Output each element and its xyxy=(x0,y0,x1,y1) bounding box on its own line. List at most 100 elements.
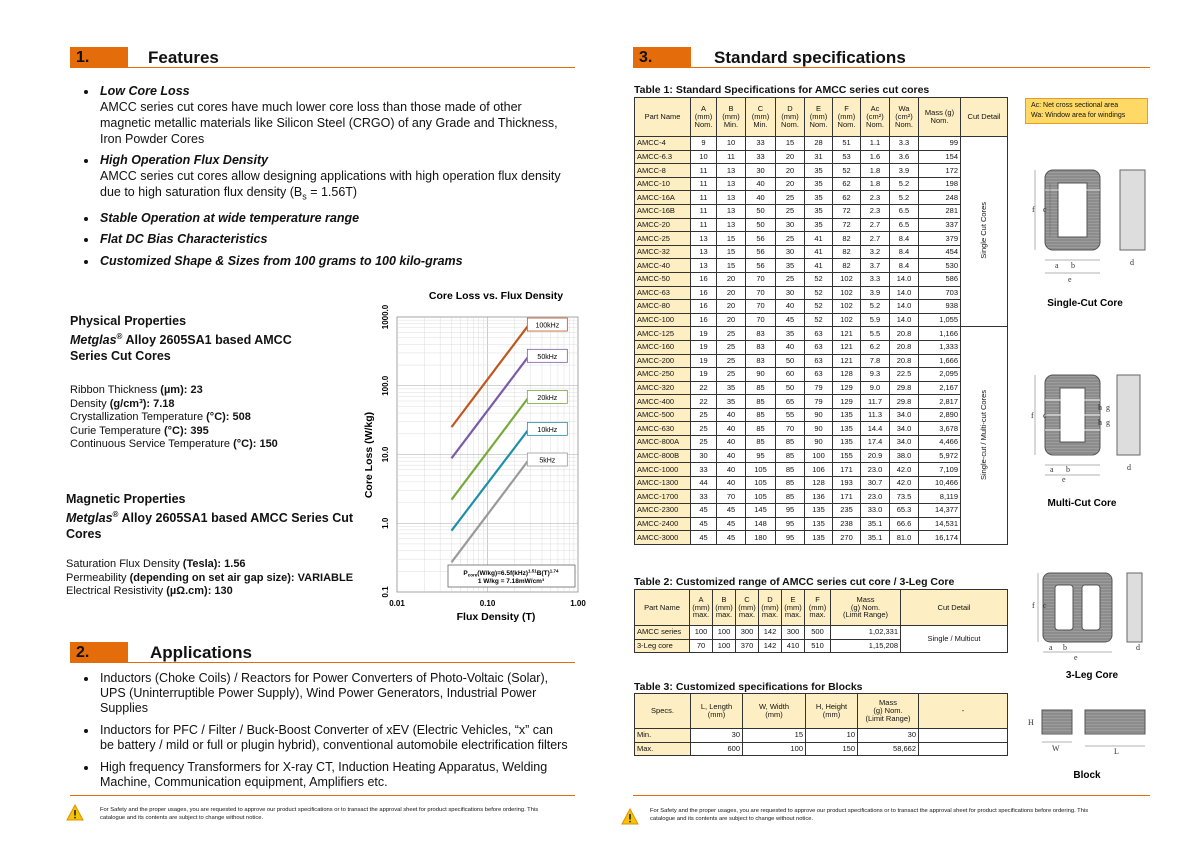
part-name: AMCC-16B xyxy=(634,203,691,219)
cell: 142 xyxy=(758,638,782,654)
cell: 85 xyxy=(775,448,805,464)
part-name: AMCC-160 xyxy=(634,339,691,355)
cell: 95 xyxy=(775,530,805,545)
header-text: E xyxy=(815,104,821,114)
header-cell: C (mm) Min. xyxy=(745,97,776,137)
empty-cell xyxy=(918,741,1008,757)
dimension-label: g xyxy=(1106,418,1110,427)
cell: 135 xyxy=(832,421,861,437)
header-cell: W, Width (mm) xyxy=(742,693,806,729)
part-name: AMCC-1300 xyxy=(634,475,691,491)
cell: 40 xyxy=(716,421,746,437)
part-name: AMCC series xyxy=(634,625,690,640)
formula-exponent: 1.51 xyxy=(528,569,537,574)
part-name: AMCC-200 xyxy=(634,353,691,369)
part-name: AMCC-630 xyxy=(634,421,691,437)
cell: 15 xyxy=(716,244,746,260)
cell: 135 xyxy=(804,503,833,518)
cell: 22 xyxy=(690,394,717,409)
cell: 235 xyxy=(832,503,861,518)
header-text: (mm) xyxy=(692,602,710,612)
series-line xyxy=(450,395,531,501)
application-item: Inductors (Choke Coils) / Reactors for P… xyxy=(98,671,570,716)
part-name: AMCC-10 xyxy=(634,176,691,192)
cell: 30 xyxy=(690,448,717,464)
cell: 41 xyxy=(804,231,833,246)
cell: 33 xyxy=(690,489,717,505)
table-row: AMCC-2400 45 45 148 95 135 238 35.1 66.6 14,531 xyxy=(634,516,1008,532)
cell: 33.0 xyxy=(860,503,890,518)
dimension-label: b xyxy=(1063,643,1067,652)
property-list: Saturation Flux Density (Tesla): 1.56 Per… xyxy=(66,558,358,599)
registered-mark: ® xyxy=(112,510,119,519)
cell: 79 xyxy=(804,380,833,396)
header-text: (mm) xyxy=(781,112,799,122)
cell: 5,972 xyxy=(918,448,961,464)
cell: 50 xyxy=(745,217,776,233)
table-row: AMCC-50 16 20 70 25 52 102 3.3 14.0 586 xyxy=(634,271,1008,287)
cell: 40 xyxy=(716,435,746,450)
cell: 95 xyxy=(775,503,805,518)
property-value: (µm): 23 xyxy=(160,384,203,397)
cell: 14.0 xyxy=(889,271,919,287)
cell: 454 xyxy=(918,244,961,260)
table-row: AMCC-20 11 13 50 30 35 72 2.7 6.5 337 xyxy=(634,217,1008,233)
cell: 8.4 xyxy=(889,231,919,246)
header-text: A xyxy=(700,104,706,114)
cell: 72 xyxy=(832,217,861,233)
cut-detail: Single / Multicut xyxy=(900,624,1008,654)
cell: 2.3 xyxy=(860,203,890,219)
cell: 95 xyxy=(775,516,805,532)
property: Electrical Resistivity (µΩ.cm): 130 xyxy=(66,585,358,599)
cell: 62 xyxy=(832,176,861,192)
cell: 34.0 xyxy=(889,407,919,423)
cell: 370 xyxy=(735,638,759,654)
cell: 34.0 xyxy=(889,435,919,450)
dimension-label: g xyxy=(1106,403,1110,412)
header-text: Min. xyxy=(723,119,739,129)
section-title: Applications xyxy=(150,643,253,662)
property: Saturation Flux Density (Tesla): 1.56 xyxy=(66,558,358,572)
cell: 11.7 xyxy=(860,394,890,409)
part-name: AMCC-80 xyxy=(634,299,691,314)
cell: 15 xyxy=(716,231,746,246)
property-name: Saturation Flux Density xyxy=(66,558,183,571)
header-cell: A (mm) max. xyxy=(689,589,713,626)
cell: 154 xyxy=(918,149,961,165)
table-row: AMCC-400 22 35 85 65 79 129 11.7 29.8 2,817 xyxy=(634,394,1008,409)
cell: 121 xyxy=(832,326,861,341)
property-name: Curie Temperature xyxy=(70,424,164,437)
cell: 105 xyxy=(745,489,776,505)
cell: 6.5 xyxy=(889,217,919,233)
header-text: F xyxy=(815,594,820,604)
cell: 25 xyxy=(716,326,746,341)
header-text: (mm) xyxy=(822,710,841,719)
brand: Metglas xyxy=(66,511,113,526)
figure-caption: 3-Leg Core xyxy=(1066,670,1119,681)
cell: 2,095 xyxy=(918,367,961,382)
cell: 30 xyxy=(690,728,743,743)
cell: 85 xyxy=(745,435,776,450)
feature-text: AMCC series cut cores have much lower co… xyxy=(100,100,558,146)
cell: 63 xyxy=(804,339,833,355)
cell: 10 xyxy=(690,149,717,165)
cell: 30 xyxy=(857,728,919,743)
part-name: AMCC-2300 xyxy=(634,503,691,518)
cell: 30 xyxy=(775,244,805,260)
cell: 20.8 xyxy=(889,326,919,341)
cell: 2.7 xyxy=(860,231,890,246)
part-name: AMCC-2400 xyxy=(634,516,691,532)
cell: 19 xyxy=(690,339,717,355)
cell: 52 xyxy=(804,271,833,287)
cell: 70 xyxy=(775,421,805,437)
cell: 2.7 xyxy=(860,217,890,233)
cell: 40 xyxy=(716,448,746,464)
registered-mark: ® xyxy=(116,332,123,341)
cell: 13 xyxy=(716,217,746,233)
dimension-label: h xyxy=(1098,403,1102,412)
property-value: (Tesla): 1.56 xyxy=(182,558,246,571)
cell: 56 xyxy=(745,231,776,246)
feature-title: Low Core Loss xyxy=(100,84,190,98)
cell: 85 xyxy=(745,407,776,423)
